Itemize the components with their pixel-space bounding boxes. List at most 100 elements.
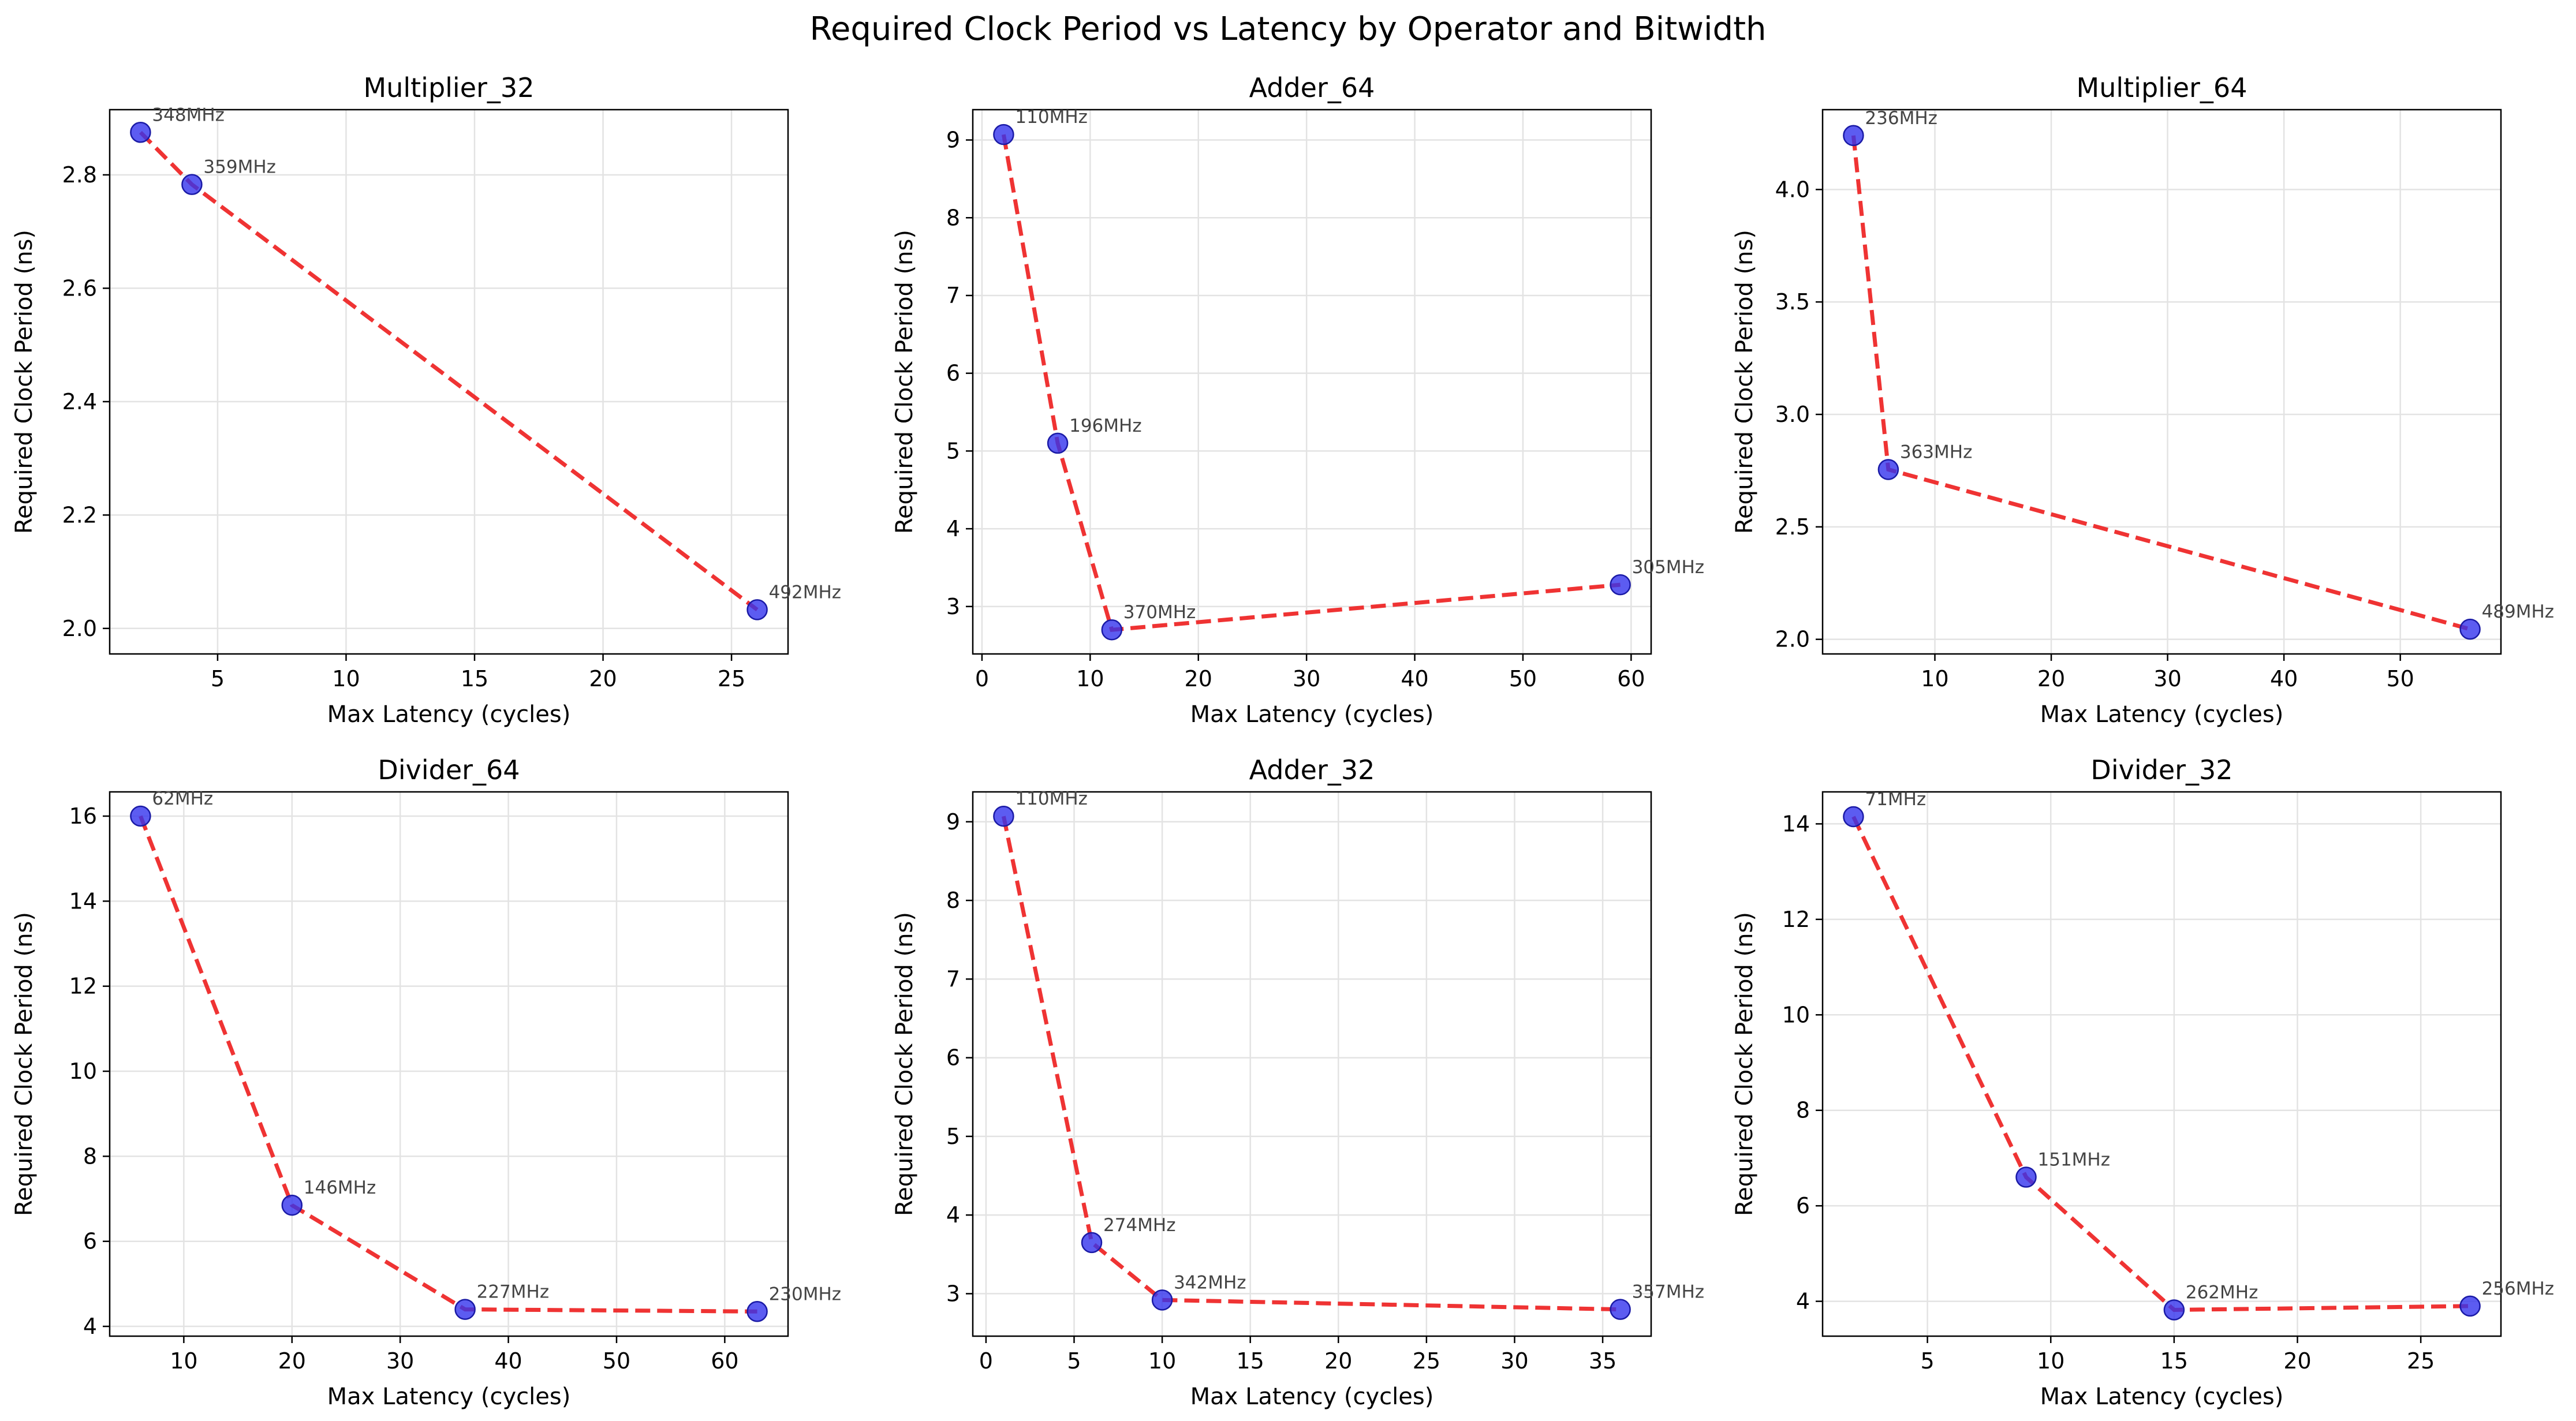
subplot-title: Multiplier_32	[364, 72, 535, 103]
subplot-title: Divider_32	[2090, 754, 2232, 786]
point-annotation: 492MHz	[769, 582, 842, 603]
subplot-multiplier-64: 10 20 30 40 50 2.0 2.5 3.0 3.5 4.0 Multiplier_64 Ma…	[1731, 72, 2554, 728]
x-axis-label: Max Latency (cycles)	[327, 1383, 571, 1410]
point-annotation: 236MHz	[1865, 108, 1937, 129]
x-tick-label: 30	[1500, 1348, 1528, 1374]
axes-frame	[1821, 109, 2502, 655]
y-tick-label: 6	[946, 1045, 960, 1071]
x-tick-label: 10	[332, 666, 360, 691]
subplot-adder-32: 0 5 10 15 20 25 30 35 3 4 5 6 7 8 9 Adder_32 Max Latency…	[891, 754, 1704, 1410]
point-annotation: 151MHz	[2038, 1150, 2111, 1171]
data-point	[1081, 1232, 1103, 1254]
data-point	[181, 174, 203, 195]
y-tick-label: 5	[946, 438, 960, 463]
y-tick-label: 14	[69, 888, 97, 914]
series-line	[139, 815, 757, 1314]
point-annotation: 227MHz	[477, 1282, 550, 1303]
figure-title: Required Clock Period vs Latency by Oper…	[809, 10, 1767, 48]
point-annotation: 230MHz	[769, 1284, 842, 1304]
data-point	[454, 1299, 476, 1320]
subplot-title: Multiplier_64	[2077, 72, 2248, 103]
y-tick-label: 9	[946, 128, 960, 153]
x-tick-label: 60	[711, 1348, 738, 1374]
subplot-divider-64: 10 20 30 40 50 60 4 6 8 10 12 14 16 Divider_64 Max Lat…	[11, 754, 841, 1410]
data-point	[1151, 1289, 1173, 1311]
data-point	[1101, 619, 1123, 641]
subplot-title: Divider_64	[378, 754, 520, 786]
x-tick-label: 20	[1185, 666, 1212, 691]
point-annotation: 489MHz	[2482, 601, 2555, 622]
subplot-adder-64: 0 10 20 30 40 50 60 3 4 5 6 7 8 9 Adder_64 Max Latency …	[891, 72, 1704, 728]
x-tick-label: 50	[2386, 666, 2414, 691]
data-point	[2015, 1166, 2037, 1188]
data-point	[1610, 1299, 1631, 1320]
point-annotation: 363MHz	[1900, 442, 1973, 462]
y-tick-label: 4.0	[1775, 177, 1810, 202]
y-tick-label: 9	[946, 809, 960, 835]
y-tick-label: 4	[1796, 1289, 1810, 1314]
x-tick-label: 50	[603, 1348, 630, 1374]
data-point	[1877, 459, 1899, 480]
y-axis-label: Required Clock Period (ns)	[891, 912, 918, 1216]
y-tick-label: 8	[1796, 1098, 1810, 1123]
y-tick-label: 6	[1796, 1193, 1810, 1218]
y-tick-label: 2.2	[62, 502, 97, 528]
x-tick-label: 40	[494, 1348, 522, 1374]
data-point	[746, 599, 768, 620]
y-tick-label: 3	[946, 594, 960, 619]
y-tick-label: 4	[946, 1202, 960, 1228]
y-tick-label: 6	[83, 1229, 97, 1254]
y-tick-label: 2.4	[62, 389, 97, 414]
x-tick-label: 10	[1148, 1348, 1176, 1374]
x-tick-label: 20	[2037, 666, 2065, 691]
data-point	[281, 1194, 303, 1216]
x-tick-label: 10	[170, 1348, 197, 1374]
y-axis-label: Required Clock Period (ns)	[1731, 912, 1758, 1216]
y-tick-label: 3.0	[1775, 402, 1810, 427]
data-point	[130, 122, 151, 143]
point-annotation: 110MHz	[1015, 788, 1088, 809]
y-axis-label: Required Clock Period (ns)	[891, 230, 918, 534]
y-tick-label: 4	[946, 516, 960, 541]
y-tick-label: 8	[83, 1143, 97, 1169]
point-annotation: 146MHz	[304, 1177, 376, 1198]
subplot-divider-32: 5 10 15 20 25 4 6 8 10 12 14 Divider_32 Max Latency …	[1731, 754, 2554, 1410]
x-tick-label: 60	[1617, 666, 1645, 691]
x-tick-label: 35	[1589, 1348, 1616, 1374]
y-tick-label: 2.6	[62, 275, 97, 301]
x-tick-label: 40	[2270, 666, 2298, 691]
point-annotation: 370MHz	[1123, 602, 1196, 623]
axes-frame	[972, 791, 1652, 1337]
series-line	[139, 130, 759, 612]
data-point	[1843, 125, 1864, 147]
point-annotation: 110MHz	[1015, 107, 1088, 128]
y-tick-label: 14	[1782, 811, 1810, 836]
x-tick-label: 20	[1324, 1348, 1352, 1374]
x-tick-label: 10	[2037, 1348, 2064, 1374]
x-tick-label: 30	[2153, 666, 2181, 691]
y-tick-label: 6	[946, 361, 960, 386]
series-line	[1851, 135, 2471, 631]
subplot-title: Adder_64	[1249, 72, 1375, 103]
data-point	[1843, 806, 1864, 828]
axes-frame	[109, 791, 789, 1337]
x-tick-label: 0	[975, 666, 989, 691]
y-tick-label: 7	[946, 283, 960, 308]
point-annotation: 62MHz	[152, 788, 213, 809]
x-axis-label: Max Latency (cycles)	[2040, 1383, 2284, 1410]
y-tick-label: 7	[946, 966, 960, 992]
axes-frame	[109, 109, 789, 655]
y-tick-label: 2.5	[1775, 514, 1810, 540]
x-tick-label: 5	[1067, 1348, 1081, 1374]
point-annotation: 357MHz	[1632, 1282, 1705, 1303]
data-point	[1610, 574, 1631, 596]
y-axis-label: Required Clock Period (ns)	[1731, 230, 1758, 534]
point-annotation: 359MHz	[203, 157, 276, 178]
point-annotation: 305MHz	[1632, 557, 1705, 578]
y-tick-label: 2.8	[62, 162, 97, 188]
y-tick-label: 4	[83, 1314, 97, 1339]
x-tick-label: 30	[386, 1348, 414, 1374]
data-point	[2459, 1295, 2481, 1317]
